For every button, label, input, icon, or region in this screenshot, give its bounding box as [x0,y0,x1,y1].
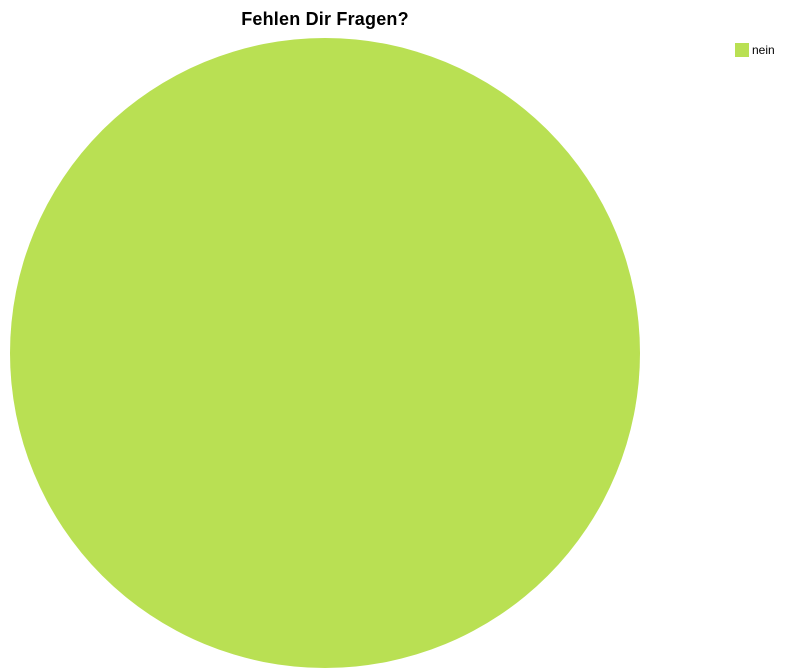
legend: nein [735,43,775,57]
legend-label-nein: nein [752,43,775,57]
pie-slice-nein [10,38,640,668]
chart-title: Fehlen Dir Fragen? [241,9,409,29]
legend-swatch-nein [735,43,749,57]
